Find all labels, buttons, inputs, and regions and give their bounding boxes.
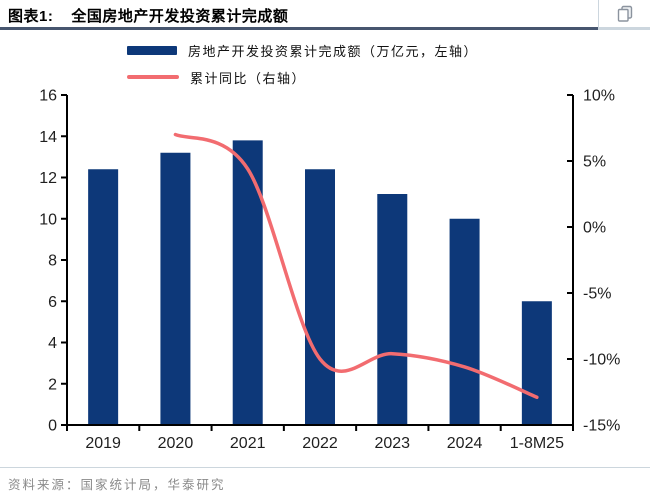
right-axis-label: -15%	[583, 418, 620, 435]
x-axis-label: 2023	[374, 435, 410, 452]
right-axis-label: 5%	[583, 154, 606, 171]
left-axis-label: 10	[39, 211, 57, 228]
bar-2020	[160, 152, 191, 425]
bar-2024	[449, 218, 480, 425]
yoy-line	[173, 132, 539, 400]
line-series-label: 累计同比（右轴）	[190, 70, 307, 86]
left-axis-label: 0	[48, 418, 57, 435]
copy-icon[interactable]	[598, 0, 650, 30]
left-axis-label: 4	[48, 335, 57, 352]
source-note: 资料来源：国家统计局，华泰研究	[8, 478, 226, 492]
x-axis-label: 2020	[158, 435, 194, 452]
bar-2019	[88, 169, 119, 425]
legend: 房地产开发投资累计完成额（万亿元，左轴） 累计同比（右轴）	[127, 40, 478, 94]
x-axis-label: 2019	[85, 435, 121, 452]
x-axis-label: 1-8M25	[510, 435, 564, 452]
bar-2021	[232, 140, 263, 425]
right-axis-label: -5%	[583, 286, 611, 303]
right-axis-label: -10%	[583, 352, 620, 369]
bar-series-label: 房地产开发投资累计完成额（万亿元，左轴）	[188, 43, 479, 59]
left-axis-label: 12	[39, 170, 57, 187]
bar-2022	[305, 169, 335, 425]
x-axis-label: 2021	[230, 435, 266, 452]
page-title: 全国房地产开发投资累计完成额	[71, 8, 289, 25]
legend-item-line: 累计同比（右轴）	[127, 67, 478, 87]
left-axis-label: 8	[48, 253, 57, 270]
left-axis-label: 14	[39, 129, 57, 146]
figure-label: 图表1:	[8, 8, 54, 25]
bar-1-8M25	[521, 301, 552, 425]
right-axis-label: 0%	[583, 220, 606, 237]
footer-divider	[0, 467, 650, 468]
combo-chart: 0 2 4 6 8 10 12 14 16 -15% -10% -5% 0% 5% 10% 2019 2020 2…	[39, 88, 620, 453]
left-axis-label: 16	[39, 88, 57, 105]
bar-2023	[377, 194, 408, 425]
legend-item-bar: 房地产开发投资累计完成额（万亿元，左轴）	[127, 40, 478, 60]
left-axis-label: 2	[48, 376, 57, 393]
line-series-swatch	[127, 75, 179, 79]
right-axis-label: 10%	[583, 88, 615, 105]
header-title: 图表1: 全国房地产开发投资累计完成额	[0, 0, 598, 30]
header: 图表1: 全国房地产开发投资累计完成额	[0, 0, 650, 30]
x-axis-label: 2024	[447, 435, 483, 452]
x-axis-label: 2022	[302, 435, 338, 452]
left-axis-label: 6	[48, 294, 57, 311]
bar-series-swatch	[127, 45, 177, 55]
